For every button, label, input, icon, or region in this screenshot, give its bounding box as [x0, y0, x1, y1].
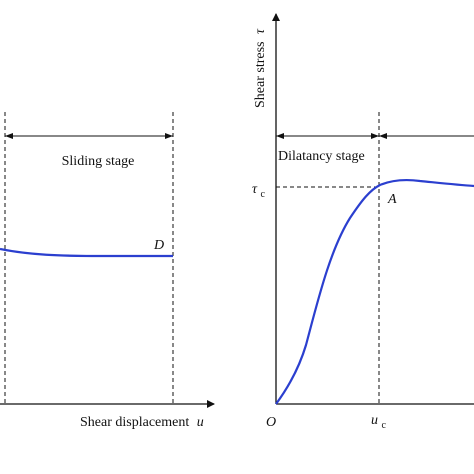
left-panel: Sliding stage D Shear displacement u: [0, 112, 215, 430]
x-axis-symbol: u: [197, 415, 204, 430]
dilatancy-stage-label: Dilatancy stage: [278, 149, 365, 164]
y-axis-symbol: τ: [253, 28, 268, 34]
right-panel: Shear stress τ Dilatancy stage τ c A O u…: [252, 13, 474, 431]
u-c-subscript: c: [382, 420, 387, 431]
point-d-label: D: [153, 238, 164, 253]
u-c-label: u c: [371, 413, 387, 431]
u-c-symbol: u: [371, 413, 378, 428]
residual-curve: [0, 247, 173, 258]
origin-label: O: [266, 415, 276, 430]
left-x-axis-label: Shear displacement u: [80, 415, 204, 430]
sliding-stage-label: Sliding stage: [62, 154, 135, 169]
stress-curve: [275, 178, 474, 405]
y-axis-label-text: Shear stress: [253, 42, 268, 109]
right-y-axis-label: Shear stress τ: [253, 28, 268, 108]
tau-c-subscript: c: [261, 189, 266, 200]
tau-c-label: τ c: [252, 182, 266, 200]
peak-point-a-label: A: [387, 192, 397, 207]
x-axis-label-text: Shear displacement: [80, 415, 189, 430]
tau-c-symbol: τ: [252, 182, 258, 197]
